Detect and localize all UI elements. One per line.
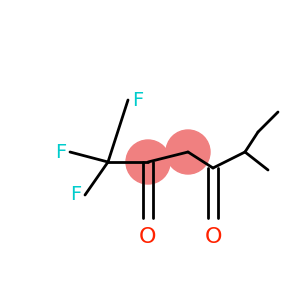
Text: O: O	[204, 227, 222, 247]
Text: F: F	[132, 91, 143, 110]
Text: O: O	[139, 227, 157, 247]
Circle shape	[126, 140, 170, 184]
Circle shape	[166, 130, 210, 174]
Text: F: F	[70, 185, 81, 205]
Text: F: F	[55, 142, 66, 161]
